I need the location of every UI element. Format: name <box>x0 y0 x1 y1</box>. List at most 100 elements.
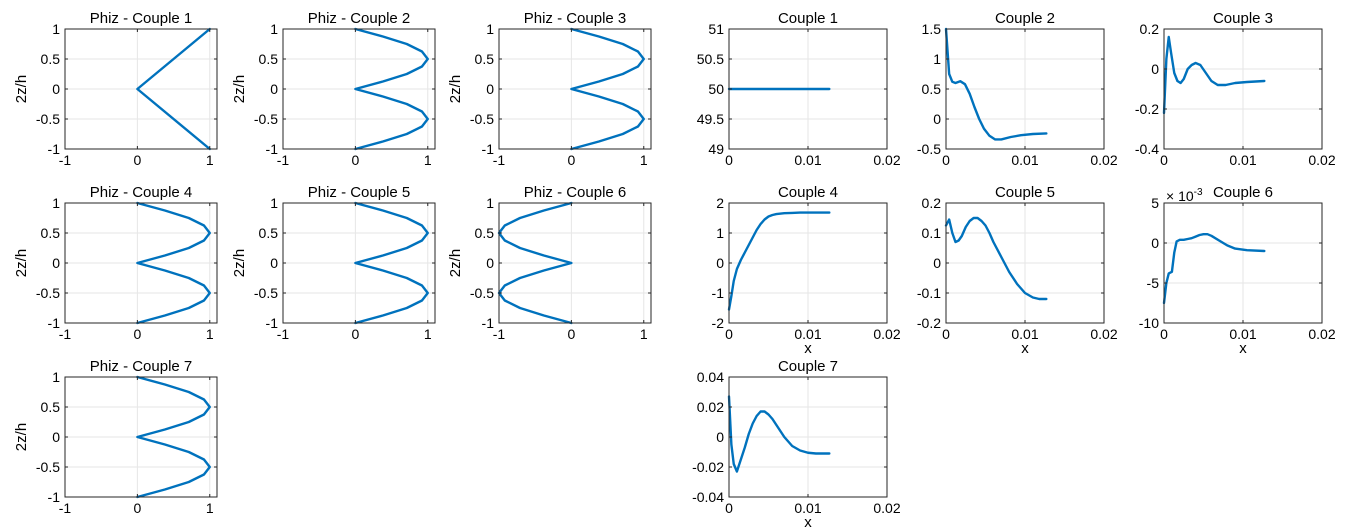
y-tick-label: 0 <box>52 255 60 271</box>
x-tick-label: 0.01 <box>794 500 821 516</box>
y-tick-label: -0.04 <box>692 489 724 505</box>
subplot-title: Couple 7 <box>778 358 838 375</box>
series-line-1 <box>944 27 1048 141</box>
x-tick-label: 0.01 <box>1011 326 1038 342</box>
x-tick-label: 0.02 <box>873 326 900 342</box>
series-line-1 <box>136 375 211 499</box>
x-tick-label: 1 <box>640 152 648 168</box>
y-tick-label: 0 <box>716 429 724 445</box>
y-tick-label: -1 <box>48 315 61 331</box>
subplot-title: Couple 2 <box>995 10 1055 27</box>
series-line-1 <box>497 201 573 325</box>
series-line-1 <box>354 201 429 325</box>
subplot-title: Couple 6 <box>1213 184 1273 201</box>
x-tick-label: 0 <box>1160 152 1168 168</box>
y-tick-label: -0.5 <box>917 141 941 157</box>
subplot-title: Phiz - Couple 6 <box>524 184 627 201</box>
x-tick-label: 1 <box>424 152 432 168</box>
x-tick-label: 0.02 <box>1308 152 1335 168</box>
y-tick-label: 51 <box>708 21 724 37</box>
y-tick-label: -0.5 <box>470 111 494 127</box>
x-tick-label: 0 <box>942 326 950 342</box>
y-tick-label: 0.02 <box>697 399 724 415</box>
subplot-14: 0 0.01 0.02 -0.04 -0.02 0 0.02 0.04 Couple 7 x <box>692 358 901 529</box>
y-tick-label: 0.5 <box>41 51 61 67</box>
y-tick-label: 0 <box>486 81 494 97</box>
x-tick-label: -1 <box>493 152 506 168</box>
x-tick-label: 0 <box>725 500 733 516</box>
y-tick-label: 0 <box>486 255 494 271</box>
series-line-1 <box>136 201 211 325</box>
subplot-3: -1 0 1 -1 -0.5 0 0.5 1 Phiz - Couple 3 2z/h <box>447 10 652 168</box>
y-tick-label: -1 <box>482 315 495 331</box>
x-tick-label: 0 <box>725 152 733 168</box>
y-tick-label: -5 <box>1147 275 1160 291</box>
y-axis-label: 2z/h <box>231 249 248 277</box>
y-tick-label: -1 <box>482 141 495 157</box>
x-tick-label: 0.01 <box>1011 152 1038 168</box>
x-tick-label: 1 <box>206 152 214 168</box>
subplot-title: Phiz - Couple 1 <box>90 10 193 27</box>
series-line-1 <box>727 211 831 311</box>
y-tick-label: 0.5 <box>475 225 495 241</box>
y-tick-label: -0.4 <box>1135 141 1159 157</box>
y-tick-label: 49.5 <box>697 111 724 127</box>
y-tick-label: 1.5 <box>922 21 942 37</box>
series-line-1 <box>1162 35 1266 115</box>
series-line-1 <box>944 216 1048 301</box>
x-tick-label: 0 <box>567 326 575 342</box>
subplot-title: Couple 3 <box>1213 10 1273 27</box>
y-tick-label: 0.2 <box>922 195 942 211</box>
x-tick-label: 0.02 <box>1090 326 1117 342</box>
y-tick-label: -0.5 <box>36 285 60 301</box>
y-tick-label: 0 <box>933 255 941 271</box>
y-tick-label: 1 <box>52 195 60 211</box>
y-tick-label: 0.04 <box>697 369 724 385</box>
x-tick-label: 1 <box>424 326 432 342</box>
y-tick-label: 0 <box>270 255 278 271</box>
series-line-1 <box>1162 232 1266 305</box>
subplot-10: 0 0.01 0.02 -0.4 -0.2 0 0.2 Couple 3 <box>1135 10 1336 168</box>
x-axis-label: x <box>804 340 812 357</box>
y-tick-label: 0.5 <box>922 81 942 97</box>
y-tick-label: -10 <box>1139 315 1159 331</box>
subplot-title: Couple 1 <box>778 10 838 27</box>
y-tick-label: 0.5 <box>475 51 495 67</box>
x-tick-label: 0 <box>351 152 359 168</box>
y-tick-label: 50.5 <box>697 51 724 67</box>
x-tick-label: 0 <box>1160 326 1168 342</box>
y-tick-label: 0 <box>716 255 724 271</box>
y-axis-label: 2z/h <box>13 249 30 277</box>
subplot-title: Phiz - Couple 3 <box>524 10 627 27</box>
y-tick-label: 49 <box>708 141 724 157</box>
x-tick-label: 1 <box>206 500 214 516</box>
y-tick-label: 1 <box>933 51 941 67</box>
y-tick-label: 0.5 <box>41 399 61 415</box>
y-axis-label: 2z/h <box>447 249 464 277</box>
y-axis-exponent: × 10-3 <box>1166 187 1203 204</box>
x-axis-label: x <box>1239 340 1247 357</box>
y-tick-label: -0.5 <box>36 459 60 475</box>
subplot-title: Phiz - Couple 7 <box>90 358 193 375</box>
series-line-1 <box>354 27 429 151</box>
subplot-title: Phiz - Couple 4 <box>90 184 193 201</box>
y-tick-label: 1 <box>486 21 494 37</box>
y-tick-label: 0 <box>52 429 60 445</box>
x-tick-label: 0 <box>133 152 141 168</box>
x-tick-label: 0 <box>725 326 733 342</box>
y-tick-label: 1 <box>52 21 60 37</box>
x-tick-label: 0.02 <box>873 152 900 168</box>
x-tick-label: 0.01 <box>1229 326 1256 342</box>
x-tick-label: 0 <box>567 152 575 168</box>
subplot-6: -1 0 1 -1 -0.5 0 0.5 1 Phiz - Couple 6 2z/h <box>447 184 652 342</box>
y-axis-label: 2z/h <box>447 75 464 103</box>
y-tick-label: 1 <box>52 369 60 385</box>
y-tick-label: -0.5 <box>254 285 278 301</box>
y-tick-label: -2 <box>712 315 725 331</box>
x-axis-label: x <box>1021 340 1029 357</box>
y-tick-label: 0 <box>1151 235 1159 251</box>
subplot-13: 0 0.01 0.02 -10 -5 0 5 Couple 6 x × 10-3 <box>1139 184 1336 357</box>
y-tick-label: 0 <box>52 81 60 97</box>
y-tick-label: 0.2 <box>1140 21 1160 37</box>
